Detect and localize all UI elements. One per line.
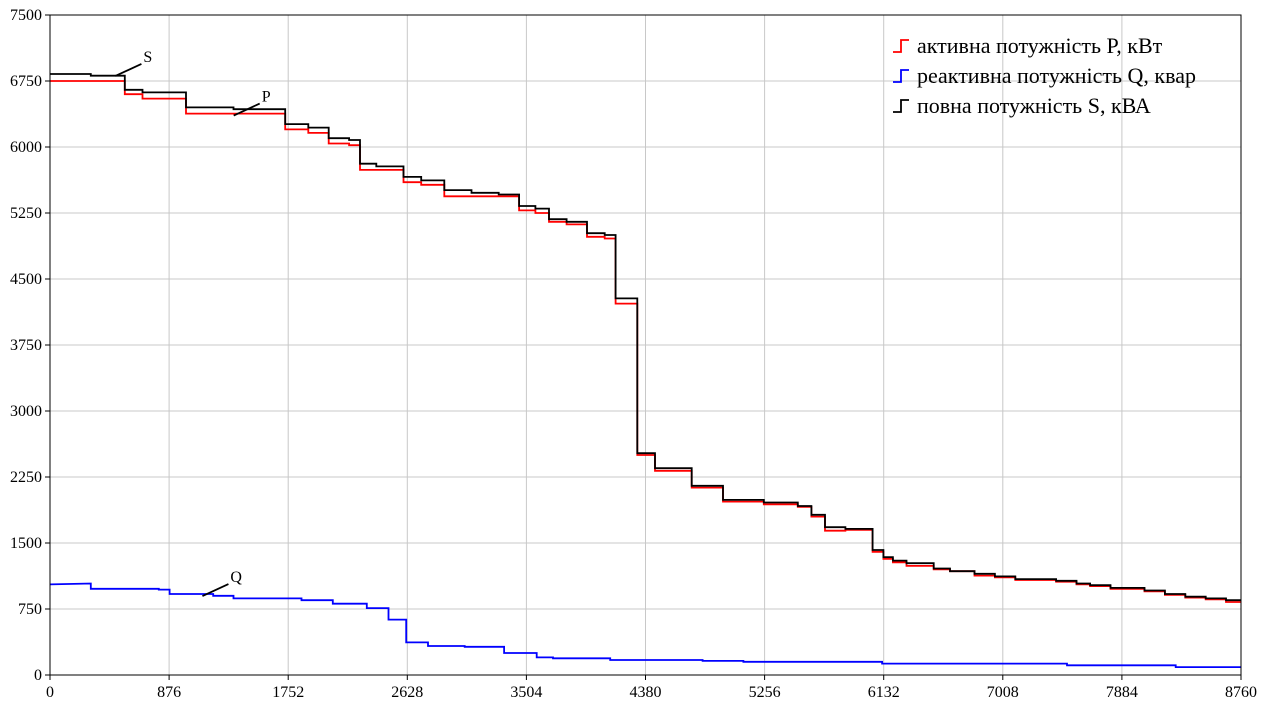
legend-swatch-p [893, 39, 909, 53]
legend-swatch-s [893, 99, 909, 113]
legend-label-s: повна потужність S, кВА [917, 93, 1151, 118]
legend-swatch-q [893, 69, 909, 83]
x-tick-label: 7008 [987, 684, 1019, 701]
y-tick-label: 750 [18, 601, 42, 618]
plot-area [49, 73, 1241, 668]
annotation-leader [115, 63, 142, 77]
x-tick-label: 3504 [510, 684, 542, 701]
annotation-label-s: S [143, 49, 152, 66]
y-tick-label: 6000 [10, 139, 42, 156]
x-tick-label: 2628 [391, 684, 423, 701]
x-tick-label: 0 [46, 684, 54, 701]
y-tick-label: 6750 [10, 73, 42, 90]
y-tick-label: 3750 [10, 337, 42, 354]
legend-label-q: реактивна потужність Q, квар [917, 63, 1196, 88]
series-line-q [49, 582, 1241, 668]
x-tick-label: 7884 [1106, 684, 1138, 701]
y-tick-label: 7500 [10, 7, 42, 24]
y-tick-label: 2250 [10, 469, 42, 486]
x-axis: 0 876 1752 2628 3504 4380 5256 6132 7008 7884 8760 [46, 675, 1257, 701]
annotation-label-p: P [262, 89, 271, 106]
legend-label-p: активна потужність P, кВт [917, 33, 1163, 58]
y-tick-label: 4500 [10, 271, 42, 288]
x-tick-label: 5256 [749, 684, 781, 701]
x-tick-label: 6132 [868, 684, 900, 701]
y-tick-label: 3000 [10, 403, 42, 420]
y-tick-label: 1500 [10, 535, 42, 552]
y-tick-label: 5250 [10, 205, 42, 222]
x-tick-label: 876 [157, 684, 181, 701]
series-line-s [50, 73, 1241, 602]
x-tick-label: 1752 [272, 684, 304, 701]
annotations: S P Q [115, 49, 271, 597]
x-tick-label: 8760 [1225, 684, 1257, 701]
annotation-leader [233, 102, 261, 117]
y-axis: 0 750 1500 2250 3000 3750 4500 5250 6000 6750 7500 [10, 7, 50, 684]
y-tick-label: 0 [34, 667, 42, 684]
x-tick-label: 4380 [630, 684, 662, 701]
annotation-label-q: Q [230, 569, 242, 586]
legend: активна потужність P, кВт реактивна потуж… [893, 33, 1196, 118]
annotation-leader [202, 583, 229, 597]
